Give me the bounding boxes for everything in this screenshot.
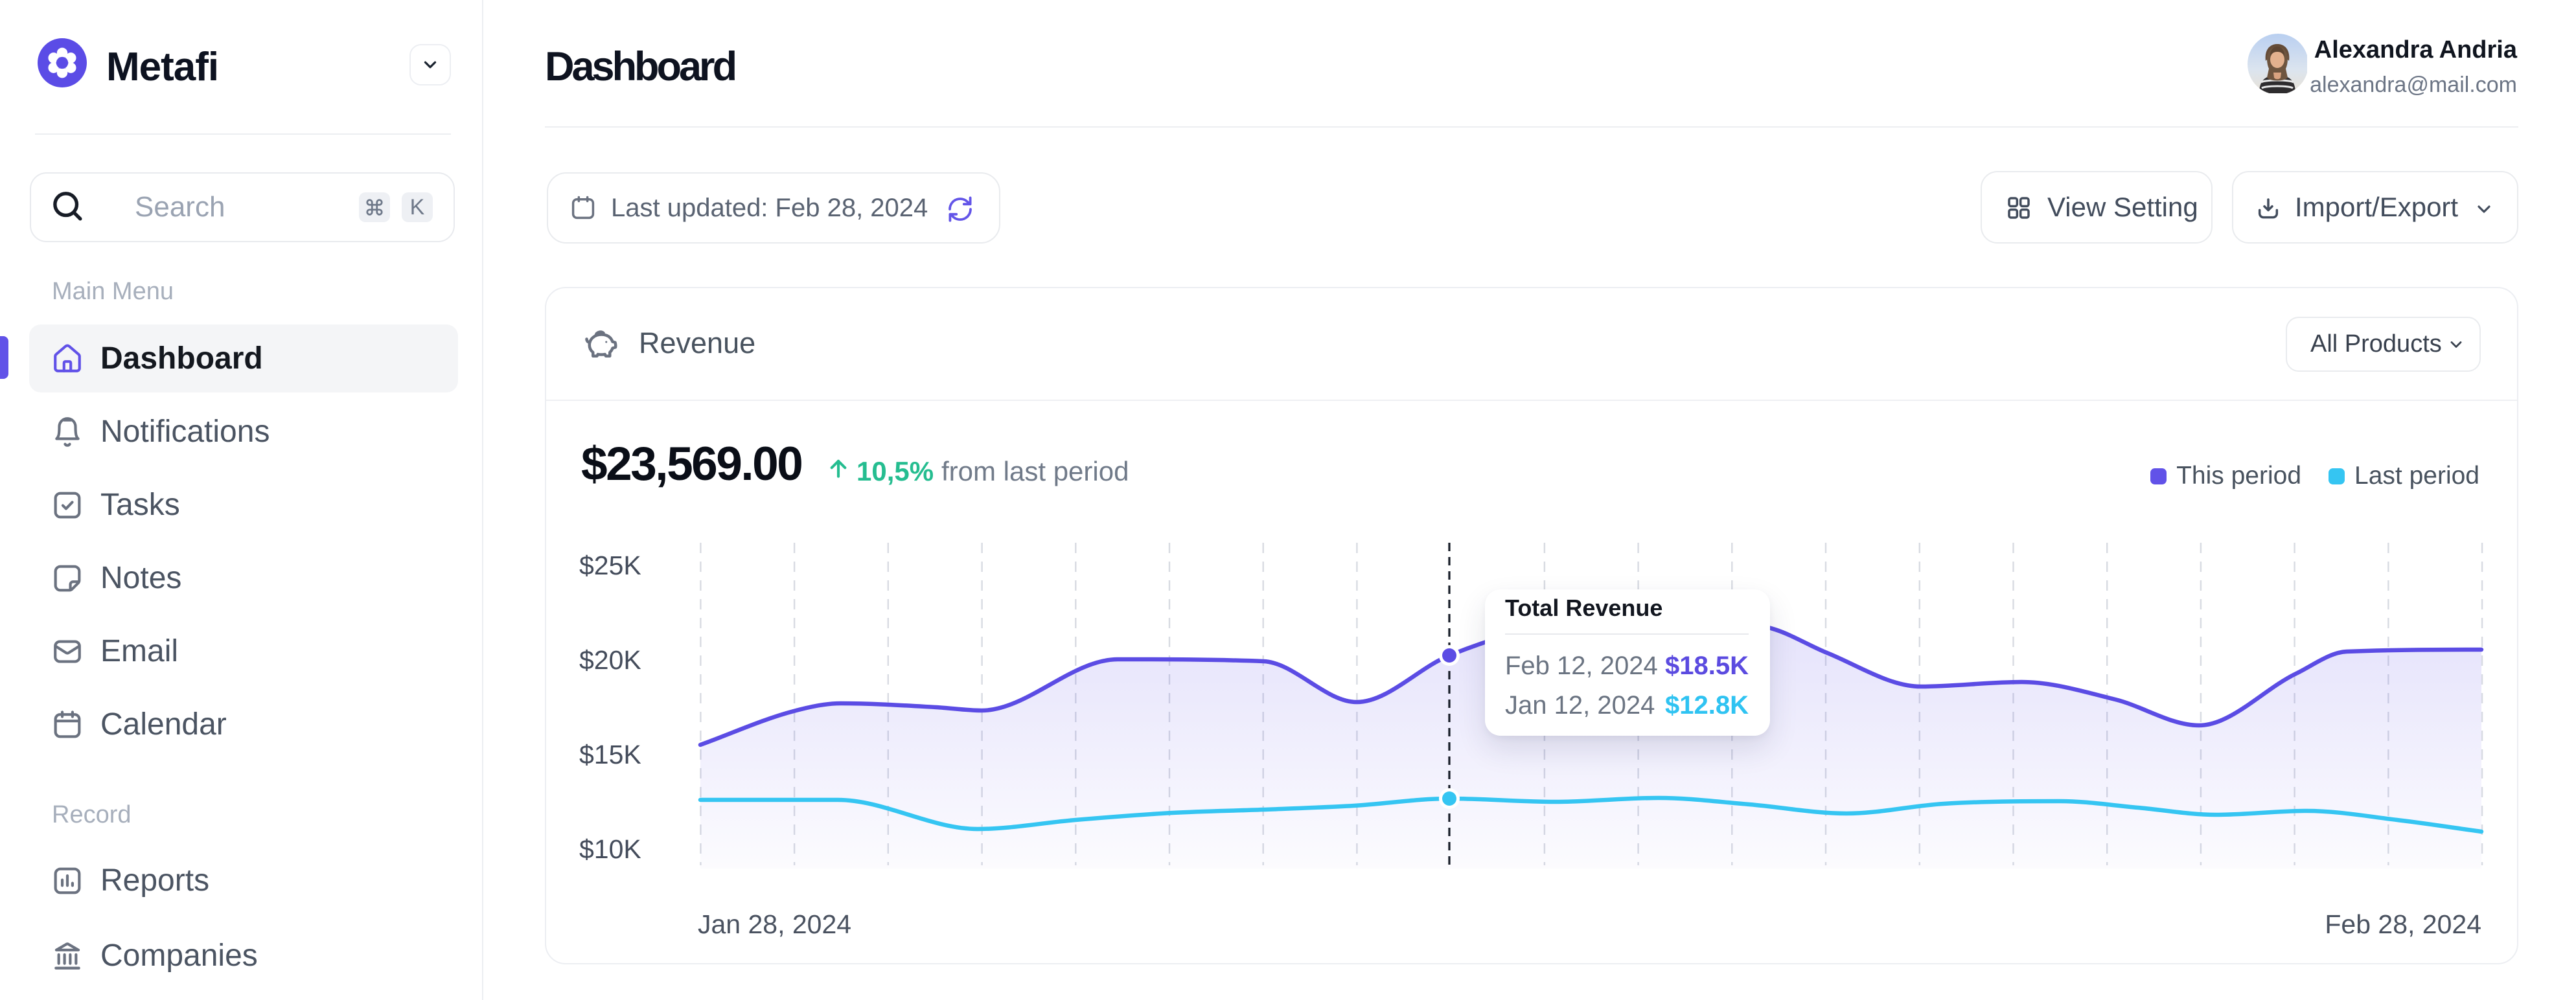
svg-text:$15K: $15K — [579, 740, 641, 769]
svg-text:$10K: $10K — [579, 834, 641, 864]
svg-text:$20K: $20K — [579, 645, 641, 675]
svg-text:Jan 28, 2024: Jan 28, 2024 — [698, 909, 851, 939]
svg-text:$25K: $25K — [579, 551, 641, 580]
svg-text:Feb 28, 2024: Feb 28, 2024 — [2325, 909, 2481, 939]
